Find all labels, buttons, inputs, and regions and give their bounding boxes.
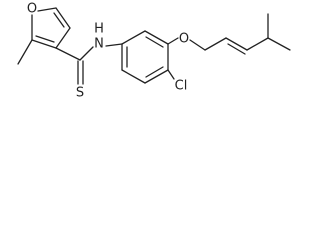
page: {"atoms": {"furan_oxygen": "O", "sulfur"… xyxy=(0,0,302,105)
bond xyxy=(31,39,57,49)
bond xyxy=(79,46,94,61)
bond xyxy=(167,69,175,80)
bond xyxy=(55,27,71,49)
bond xyxy=(246,37,269,51)
atom-label: S xyxy=(76,86,84,101)
bond xyxy=(121,69,146,84)
bond xyxy=(53,12,65,28)
bond xyxy=(121,30,146,45)
atom-label: H xyxy=(94,22,104,37)
bond xyxy=(17,39,33,65)
bond xyxy=(37,7,57,12)
atom-label: O xyxy=(27,2,37,17)
structure: O S N H O Cl xyxy=(17,2,291,101)
atom-label: N xyxy=(94,37,104,52)
bond xyxy=(227,43,246,55)
bond xyxy=(204,37,227,51)
bond xyxy=(145,36,164,48)
bond xyxy=(55,7,71,29)
bond xyxy=(145,66,164,78)
bond xyxy=(167,37,179,45)
atom-labels: O S N H O Cl xyxy=(27,2,189,101)
atom-label: O xyxy=(179,32,189,47)
bond xyxy=(267,37,291,51)
bond xyxy=(35,35,55,43)
bond xyxy=(105,43,123,47)
bond xyxy=(144,30,169,45)
bond xyxy=(189,39,206,51)
bond xyxy=(144,69,169,84)
atom-label: Cl xyxy=(175,79,188,94)
bonds xyxy=(17,7,291,85)
bond xyxy=(225,37,248,51)
bond xyxy=(55,47,81,61)
